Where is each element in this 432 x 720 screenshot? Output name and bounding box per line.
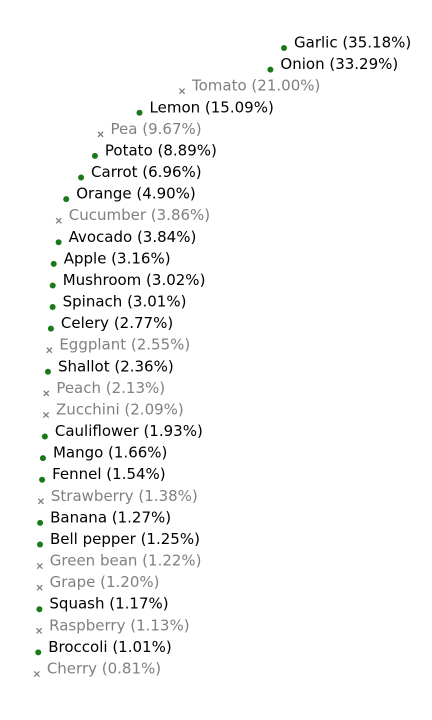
point-item-11 [49,282,56,289]
point-item-21 [37,498,44,505]
label-item-3: Lemon (15.09%) [150,98,274,116]
point-item-8 [55,217,62,224]
point-item-22 [37,519,44,526]
point-item-9 [55,239,62,246]
point-item-20 [39,476,46,483]
point-item-5 [91,152,98,159]
label-item-14: Eggplant (2.55%) [59,336,190,354]
point-item-12 [49,304,56,311]
label-item-20: Fennel (1.54%) [52,465,166,483]
point-item-27 [36,627,43,634]
label-item-5: Potato (8.89%) [105,141,217,159]
label-item-27: Raspberry (1.13%) [49,616,189,634]
point-item-25 [36,584,43,591]
label-item-24: Green bean (1.22%) [50,552,202,570]
label-item-1: Onion (33.29%) [280,55,398,73]
point-item-19 [39,455,46,462]
label-item-10: Apple (3.16%) [64,249,171,267]
label-item-7: Orange (4.90%) [76,185,196,203]
label-item-19: Mango (1.66%) [53,444,167,462]
label-item-25: Grape (1.20%) [50,573,160,591]
point-item-7 [63,196,70,203]
chart-marks: Garlic (35.18%) Onion (33.29%) Tomato (21.… [33,34,411,678]
point-item-16 [43,390,50,397]
label-item-6: Carrot (6.96%) [91,163,202,181]
point-item-3 [136,109,143,116]
label-item-15: Shallot (2.36%) [58,357,174,375]
point-item-26 [36,606,43,613]
point-item-1 [267,66,274,73]
point-item-0 [281,45,287,51]
point-item-4 [97,131,104,138]
label-item-26: Squash (1.17%) [49,595,168,613]
label-item-29: Cherry (0.81%) [47,660,161,678]
point-item-6 [78,174,85,181]
label-item-0: Garlic (35.18%) [294,34,411,52]
point-item-10 [50,260,57,267]
label-item-4: Pea (9.67%) [111,120,202,138]
point-item-23 [36,541,43,548]
label-item-12: Spinach (3.01%) [63,293,187,311]
label-item-8: Cucumber (3.86%) [69,206,210,224]
label-item-11: Mushroom (3.02%) [63,271,206,289]
label-item-17: Zucchini (2.09%) [56,400,184,418]
point-item-17 [42,411,50,419]
point-item-15 [44,368,51,375]
point-item-29 [33,670,40,678]
label-item-9: Avocado (3.84%) [69,228,197,246]
point-item-13 [47,325,54,332]
point-item-28 [35,649,42,656]
point-item-18 [41,433,48,440]
label-item-16: Peach (2.13%) [56,379,165,397]
label-item-13: Celery (2.77%) [61,314,173,332]
label-item-2: Tomato (21.00%) [191,77,320,95]
point-item-24 [36,563,43,570]
label-item-22: Banana (1.27%) [50,508,171,526]
label-item-28: Broccoli (1.01%) [48,638,171,656]
point-item-2 [178,88,186,95]
point-item-14 [46,347,53,354]
label-item-21: Strawberry (1.38%) [51,487,198,505]
label-item-18: Cauliflower (1.93%) [55,422,203,440]
label-item-23: Bell pepper (1.25%) [50,530,200,548]
